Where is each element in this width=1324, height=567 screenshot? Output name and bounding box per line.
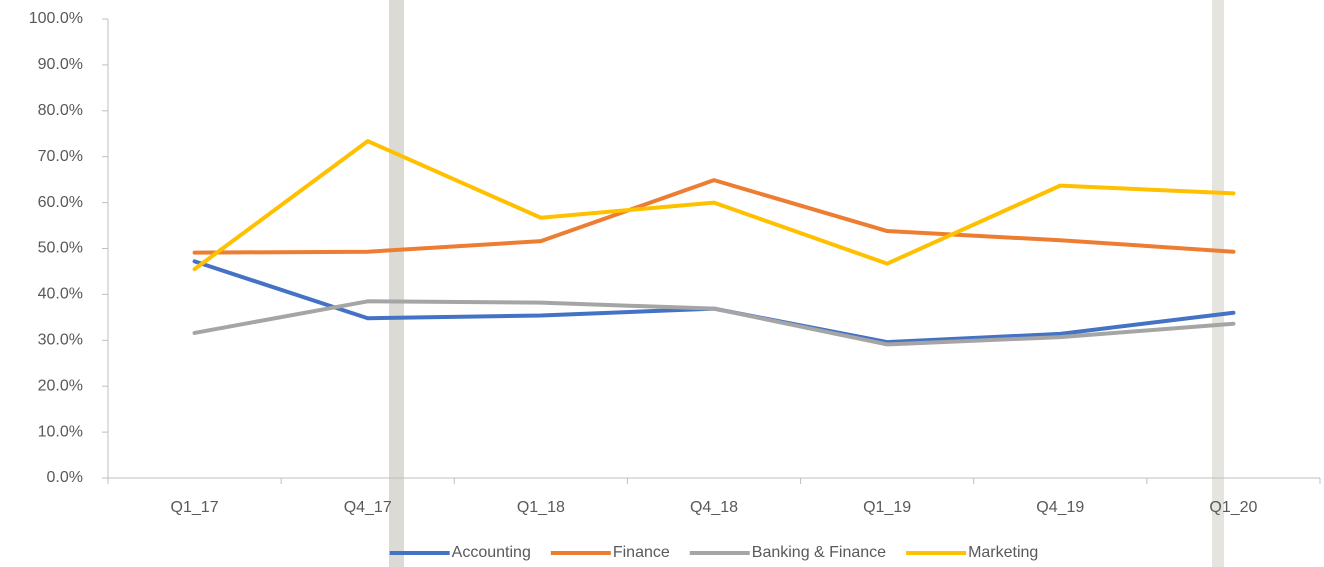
series-line bbox=[192, 139, 1236, 272]
y-tick-label: 80.0% bbox=[38, 102, 83, 119]
y-tick-label: 100.0% bbox=[29, 10, 83, 27]
legend: Accounting Finance Banking & Finance Market… bbox=[389, 544, 1038, 561]
x-tick-label: Q4_19 bbox=[1036, 499, 1084, 516]
x-tick-label: Q1_17 bbox=[171, 499, 219, 516]
backdrop-stripe bbox=[1212, 0, 1224, 567]
y-tick-label: 40.0% bbox=[38, 286, 83, 303]
legend-label: Banking & Finance bbox=[752, 544, 886, 561]
y-tick-label: 50.0% bbox=[38, 240, 83, 257]
x-tick-label: Q1_20 bbox=[1209, 499, 1257, 516]
series-line bbox=[192, 259, 1236, 345]
x-tick-label: Q4_18 bbox=[690, 499, 738, 516]
legend-label: Finance bbox=[613, 544, 670, 561]
x-tick-label: Q4_17 bbox=[344, 499, 392, 516]
x-tick-label: Q1_18 bbox=[517, 499, 565, 516]
y-tick-label: 0.0% bbox=[47, 469, 83, 486]
legend-label: Marketing bbox=[968, 544, 1038, 561]
y-tick-label: 60.0% bbox=[38, 194, 83, 211]
y-tick-label: 20.0% bbox=[38, 377, 83, 394]
x-tick-label: Q1_19 bbox=[863, 499, 911, 516]
series-line bbox=[192, 299, 1236, 347]
y-tick-label: 10.0% bbox=[38, 423, 83, 440]
legend-label: Accounting bbox=[452, 544, 531, 561]
series-line bbox=[192, 178, 1236, 255]
y-tick-label: 30.0% bbox=[38, 332, 83, 349]
y-tick-label: 90.0% bbox=[38, 56, 83, 73]
y-tick-label: 70.0% bbox=[38, 148, 83, 165]
backdrop-stripe bbox=[389, 0, 404, 567]
